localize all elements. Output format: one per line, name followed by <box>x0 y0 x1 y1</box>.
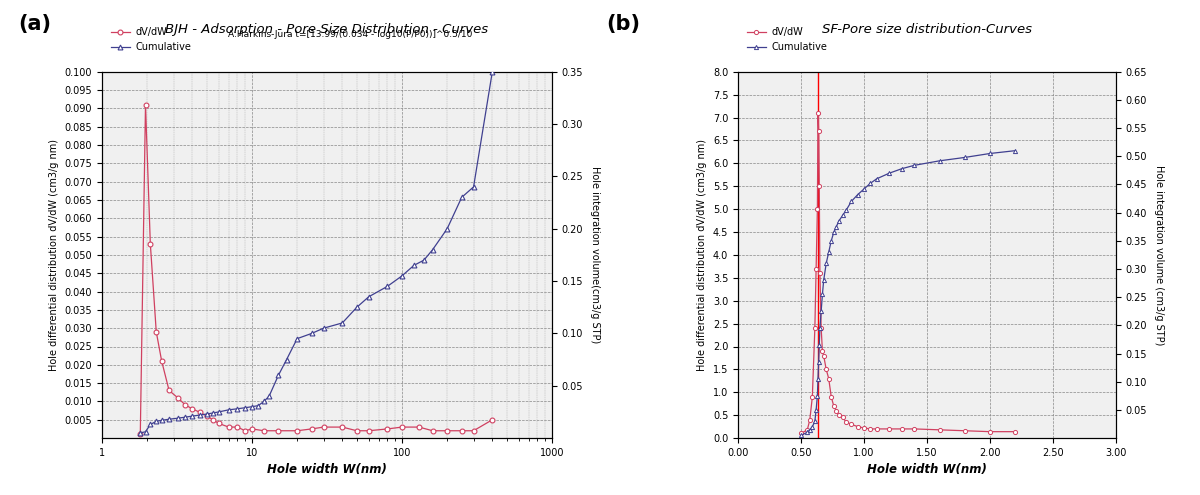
Text: (a): (a) <box>18 14 50 34</box>
Y-axis label: Hole differential distribution dV/dW (cm3/g nm): Hole differential distribution dV/dW (cm… <box>49 139 59 371</box>
Title: BJH - Adsorption - Pore Size Distribution - Curves: BJH - Adsorption - Pore Size Distributio… <box>166 23 488 36</box>
Y-axis label: Hole integration volume(cm3/g STP): Hole integration volume(cm3/g STP) <box>590 166 600 344</box>
Legend: dV/dW, Cumulative: dV/dW, Cumulative <box>107 24 194 56</box>
Y-axis label: Hole integration volume (cm3/g STP): Hole integration volume (cm3/g STP) <box>1154 165 1164 345</box>
Title: SF-Pore size distribution-Curves: SF-Pore size distribution-Curves <box>822 23 1032 36</box>
Text: (b): (b) <box>606 14 640 34</box>
X-axis label: Hole width W(nm): Hole width W(nm) <box>868 463 986 476</box>
Text: A:Harkins-Jura t=[13.99/(0.034 - log10(P/P0))]^0.5/10: A:Harkins-Jura t=[13.99/(0.034 - log10(P… <box>228 30 473 39</box>
Y-axis label: Hole differential distribution dV/dW (cm3/g nm): Hole differential distribution dV/dW (cm… <box>697 139 707 371</box>
Legend: dV/dW, Cumulative: dV/dW, Cumulative <box>743 24 830 56</box>
X-axis label: Hole width W(nm): Hole width W(nm) <box>268 463 386 476</box>
